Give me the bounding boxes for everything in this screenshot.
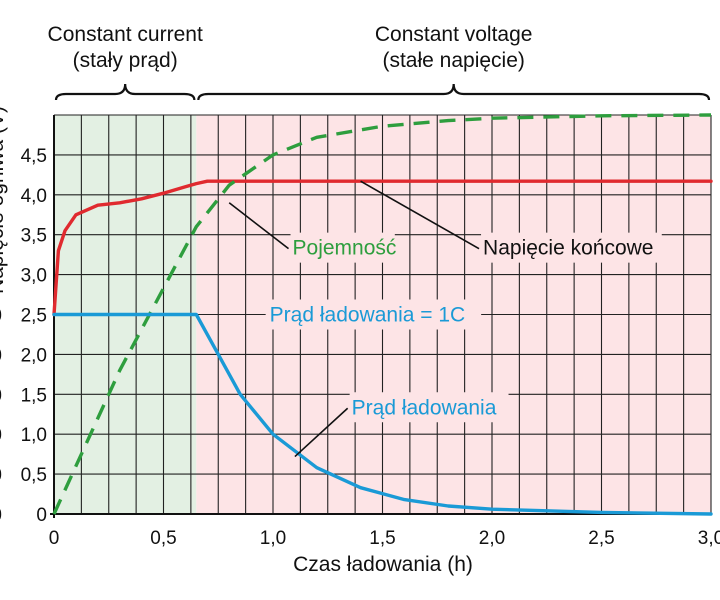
annotation-background xyxy=(290,232,395,263)
y-tick-label-blue-outer: 0 xyxy=(0,306,2,327)
y-tick-label-blue-outer: 0 xyxy=(0,505,2,526)
axes: 00,51,01,52,02,53,03,03,54,04,5000,501,0… xyxy=(0,115,720,549)
series-line-capacity xyxy=(52,113,712,515)
y-tick-label-blue: 1,0 xyxy=(21,425,47,446)
y-tick-label-red: 4,0 xyxy=(21,186,47,207)
series-line-terminal-voltage xyxy=(52,179,713,317)
x-tick-label: 0,5 xyxy=(150,528,176,549)
annotation-background xyxy=(481,232,662,263)
x-tick-label: 0 xyxy=(49,528,60,549)
phase-subtitle: (stałe napięcie) xyxy=(382,49,524,72)
annotation-label: Prąd ładowania = 1C xyxy=(270,304,466,327)
x-tick-label: 2,0 xyxy=(479,528,505,549)
annotations: Pojemność Napięcie końcowe Prąd ładowania … xyxy=(228,180,662,458)
y-axis-label-left: Napięcie ogniwa (V) xyxy=(0,106,8,294)
x-tick-label: 1,0 xyxy=(260,528,286,549)
phase-brace-2 xyxy=(197,83,711,101)
x-tick-label: 1,5 xyxy=(369,528,395,549)
annotation-leader-line xyxy=(360,180,480,250)
annotation-label: Napięcie końcowe xyxy=(483,237,653,260)
y-tick-label-red: 3,0 xyxy=(21,266,47,287)
y-tick-label-blue: 1,5 xyxy=(21,385,47,406)
phase-headers: Constant current (stały prąd) Constant vol… xyxy=(48,23,711,101)
y-tick-label-blue-outer: 0 xyxy=(0,345,2,366)
y-tick-label-blue: 0,5 xyxy=(21,465,47,486)
annotation-leader-line xyxy=(228,202,290,250)
series-line-charge-current xyxy=(52,312,713,516)
x-tick-label: 2,5 xyxy=(588,528,614,549)
phase-subtitle: (stały prąd) xyxy=(73,49,178,72)
annotation-label: Prąd ładowania xyxy=(352,396,497,419)
x-axis-label: Czas ładowania (h) xyxy=(293,553,473,576)
annotation-label: Pojemność xyxy=(293,237,397,260)
y-tick-label-blue-outer: 0 xyxy=(0,385,2,406)
phase-brace-1 xyxy=(54,83,196,101)
x-tick-label: 3,0 xyxy=(698,528,720,549)
annotation-background xyxy=(349,392,509,423)
phase-title: Constant voltage xyxy=(375,23,533,46)
phase-title: Constant current xyxy=(48,23,203,46)
y-tick-label-red: 3,5 xyxy=(21,226,47,247)
y-tick-label-blue: 2,0 xyxy=(21,345,47,366)
annotation-background xyxy=(265,299,482,330)
y-tick-label-blue: 2,5 xyxy=(21,306,47,327)
y-tick-label-blue-outer: 0 xyxy=(0,425,2,446)
y-tick-label-blue: 0 xyxy=(36,505,47,526)
series xyxy=(52,113,713,516)
y-tick-label-blue-outer: 0 xyxy=(0,465,2,486)
annotation-leader-line xyxy=(294,407,349,458)
y-tick-label-red: 4,5 xyxy=(21,146,47,167)
